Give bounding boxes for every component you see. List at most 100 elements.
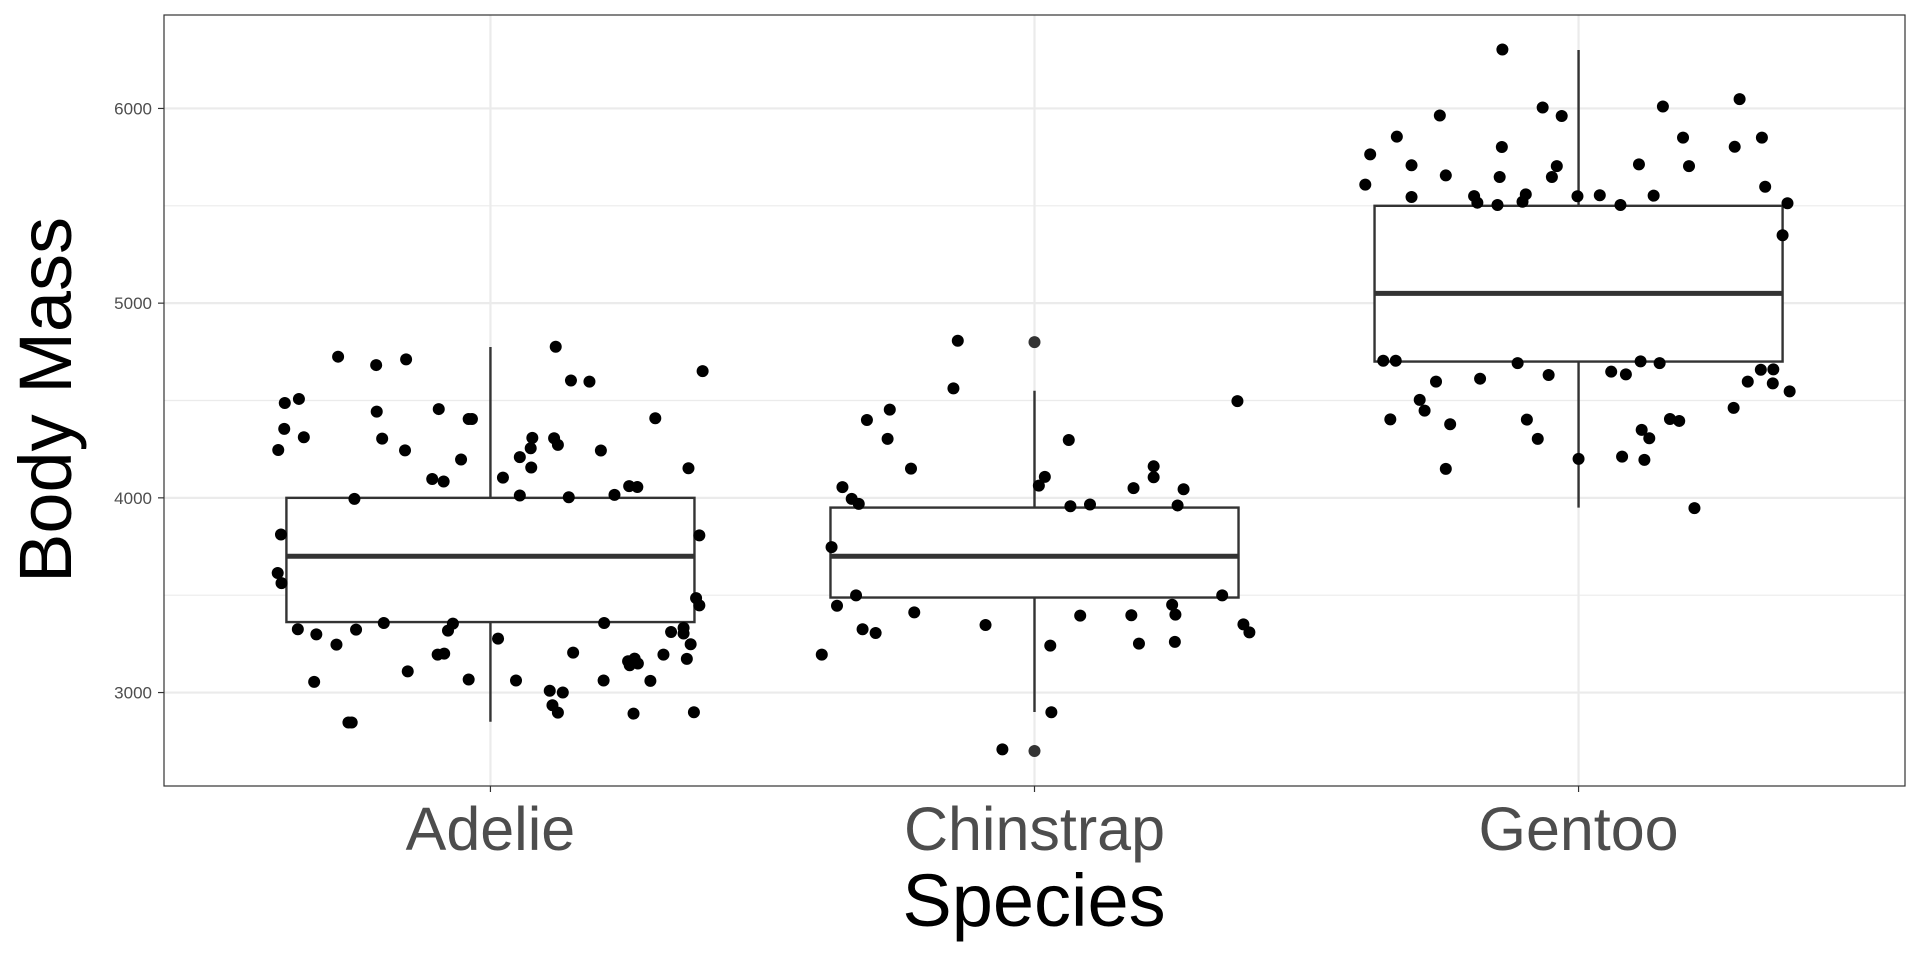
y-tick-label: 5000 (114, 294, 152, 313)
data-point (693, 529, 706, 542)
data-point (1074, 609, 1087, 622)
data-point (1243, 626, 1256, 639)
data-point (1727, 401, 1740, 414)
data-point (1389, 354, 1402, 367)
data-point (1531, 432, 1544, 445)
data-point (292, 392, 305, 405)
y-tick-label: 6000 (114, 99, 152, 118)
data-point (562, 491, 575, 504)
data-point (1619, 368, 1632, 381)
data-point (1062, 434, 1075, 447)
data-point (513, 451, 526, 464)
data-point (1364, 148, 1377, 161)
data-point (1767, 363, 1780, 376)
data-point (682, 462, 695, 475)
data-point (690, 592, 703, 605)
data-point (272, 443, 285, 456)
data-point (1555, 110, 1568, 123)
x-axis: Adelie Chinstrap Gentoo (406, 786, 1679, 863)
data-point (275, 577, 288, 590)
data-point (631, 480, 644, 493)
y-axis-title: Body Mass (4, 217, 87, 583)
data-point (376, 432, 389, 445)
data-point (399, 444, 412, 457)
data-point (598, 617, 611, 630)
data-point (370, 405, 383, 418)
data-point (979, 618, 992, 631)
data-point (1673, 414, 1686, 427)
data-point (1433, 109, 1446, 122)
data-point (1688, 502, 1701, 515)
y-tick-label: 3000 (114, 684, 152, 703)
y-axis: 3000 4000 5000 6000 (114, 99, 164, 703)
data-point (597, 674, 610, 687)
data-point (348, 492, 361, 505)
data-point (496, 471, 509, 484)
y-tick-label: 4000 (114, 489, 152, 508)
data-point (1755, 131, 1768, 144)
data-point (437, 475, 450, 488)
data-point (1781, 197, 1794, 210)
data-point (1359, 178, 1372, 191)
data-point (1605, 365, 1618, 378)
data-point (657, 648, 670, 661)
data-point (492, 632, 505, 645)
x-tick-label: Gentoo (1479, 795, 1679, 863)
data-point (510, 674, 523, 687)
data-point (1038, 470, 1051, 483)
data-point (446, 617, 459, 630)
data-point (623, 659, 636, 672)
data-point (274, 528, 287, 541)
boxes (285, 50, 1784, 757)
data-point (278, 422, 291, 435)
data-point (524, 442, 537, 455)
data-point (1733, 93, 1746, 106)
data-point (1405, 191, 1418, 204)
data-point (1635, 423, 1648, 436)
data-point (310, 628, 323, 641)
data-point (860, 413, 873, 426)
data-point (526, 431, 539, 444)
data-point (1032, 479, 1045, 492)
data-point (1550, 160, 1563, 173)
data-point (1377, 354, 1390, 367)
data-point (1444, 418, 1457, 431)
data-point (608, 488, 621, 501)
data-point (644, 674, 657, 687)
data-point (1783, 385, 1796, 398)
data-point (1632, 158, 1645, 171)
data-point (551, 706, 564, 719)
data-point (1496, 43, 1509, 56)
data-point (649, 412, 662, 425)
data-point (947, 382, 960, 395)
data-point (1418, 404, 1431, 417)
data-point (904, 462, 917, 475)
data-point (583, 375, 596, 388)
data-point (567, 646, 580, 659)
data-point (291, 623, 304, 636)
data-point (665, 625, 678, 638)
data-point (869, 626, 882, 639)
data-point (455, 453, 468, 466)
data-point (825, 541, 838, 554)
data-point (1169, 608, 1182, 621)
data-point (278, 397, 291, 410)
x-axis-title: Species (902, 859, 1165, 942)
data-point (1683, 160, 1696, 173)
data-point (1766, 377, 1779, 390)
data-point (1728, 140, 1741, 153)
data-point (1083, 498, 1096, 511)
data-point (432, 403, 445, 416)
data-point (1231, 395, 1244, 408)
iqr-box (1373, 204, 1784, 363)
data-point (1147, 460, 1160, 473)
data-point (556, 686, 569, 699)
data-point (1638, 453, 1651, 466)
data-point (594, 444, 607, 457)
data-point (1439, 169, 1452, 182)
data-point (1571, 190, 1584, 203)
data-point (1616, 450, 1629, 463)
data-point (1614, 199, 1627, 212)
data-point (549, 340, 562, 353)
data-point (1663, 412, 1676, 425)
